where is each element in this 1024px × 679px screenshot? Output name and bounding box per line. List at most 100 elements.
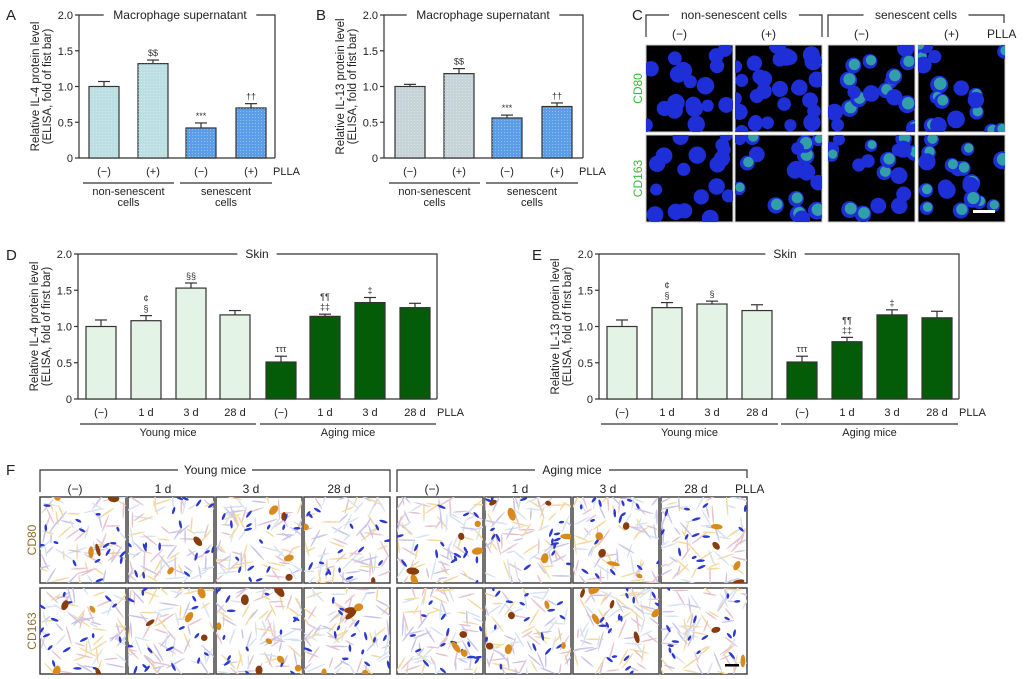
significance-mark: τττ	[797, 344, 808, 354]
y-tick-label: 2.0	[578, 249, 593, 261]
x-tick-label: (+)	[452, 166, 466, 178]
group-bracket	[827, 14, 1005, 37]
x-tick-label: 28 d	[926, 407, 947, 419]
micrograph-content	[735, 135, 822, 222]
group-label: Young mice	[661, 427, 718, 439]
micrograph-content	[661, 497, 747, 583]
significance-mark: ††	[246, 92, 256, 102]
column-label: (−)	[854, 27, 869, 41]
bar-texture	[89, 86, 119, 158]
chart-b: Macrophage supernatant 0 0.5 1.0 1.5 2.0 Relat…	[335, 8, 607, 209]
y-tick-label: 0.5	[58, 117, 73, 129]
bar	[354, 301, 386, 400]
column-suffix-label: PLLA	[987, 27, 1016, 41]
micrograph-tile	[734, 134, 823, 223]
micrograph-content	[918, 135, 1005, 219]
group-label: cells	[423, 197, 446, 209]
y-axis-label: (ELISA, fold of first bar)	[562, 267, 574, 387]
significance-mark: ***	[502, 103, 513, 113]
micrograph-tile	[917, 134, 1006, 223]
y-tick-label: 0	[67, 153, 73, 165]
micrograph-tile	[660, 496, 748, 584]
significance-mark: §	[709, 289, 714, 299]
image-group-label: non-senescent cells	[681, 8, 787, 22]
bar-texture	[186, 127, 216, 158]
micrograph-content	[646, 45, 733, 132]
significance-mark: ¶¶	[842, 315, 852, 325]
significance-mark: $$	[454, 57, 464, 67]
micrograph-tile	[827, 134, 916, 223]
micrograph-content	[573, 588, 659, 674]
x-tick-label: (−)	[500, 166, 514, 178]
column-label: (−)	[68, 482, 83, 496]
micrograph-content	[304, 497, 390, 583]
significance-mark: ‡	[889, 298, 894, 308]
bar-texture	[542, 106, 572, 158]
bar	[831, 341, 863, 400]
micrograph-content	[40, 497, 126, 583]
micrograph-tile	[917, 44, 1006, 133]
x-tick-label: 28 d	[746, 407, 767, 419]
micrograph-content	[735, 45, 822, 132]
significance-mark: ¢	[664, 281, 669, 291]
micrograph-content	[485, 497, 571, 583]
micrograph-tile	[127, 496, 215, 584]
significance-mark: ¢	[143, 294, 148, 304]
micrograph-tile	[660, 587, 748, 675]
micrograph-content	[646, 135, 733, 222]
x-tick-label: (−)	[274, 407, 288, 419]
group-label: Aging mice	[321, 427, 375, 439]
micrograph-content	[485, 588, 571, 674]
scale-bar	[725, 664, 739, 667]
chart-e: Skin 0 0.5 1.0 1.5 2.0 Relative IL-13 protein …	[550, 247, 987, 439]
micrograph-tile	[39, 496, 127, 584]
panel-label-a: A	[6, 7, 16, 24]
significance-mark: τττ	[276, 344, 287, 354]
x-tick-label: 3 d	[362, 407, 377, 419]
column-label: 28 d	[327, 482, 350, 496]
column-label: 3 d	[243, 482, 260, 496]
bar	[85, 325, 117, 400]
significance-mark: ††	[552, 91, 562, 101]
micrograph-tile	[645, 44, 734, 133]
x-suffix-label: PLLA	[959, 407, 987, 419]
y-tick-label: 0.5	[578, 358, 593, 370]
bar	[130, 320, 162, 400]
x-suffix-label: PLLA	[579, 166, 607, 178]
y-axis-label: Relative IL-4 protein level	[29, 262, 41, 392]
y-tick-label: 1.5	[58, 46, 73, 58]
column-suffix-label: PLLA	[735, 482, 764, 496]
chart-title: Macrophage supernatant	[113, 8, 247, 22]
y-tick-label: 1.0	[363, 82, 378, 94]
x-tick-label: (−)	[194, 166, 208, 178]
panel-label-c: C	[632, 7, 643, 24]
micrograph-tile	[484, 587, 572, 675]
column-label: (−)	[425, 482, 440, 496]
micrograph-tile	[303, 587, 391, 675]
y-tick-label: 1.0	[578, 322, 593, 334]
micrograph-tile	[215, 587, 303, 675]
y-tick-label: 0.5	[57, 358, 72, 370]
panel-label-e: E	[532, 247, 542, 264]
bar	[651, 307, 683, 400]
bar-texture	[444, 73, 474, 158]
significance-mark: $$	[148, 48, 158, 58]
x-tick-label: 1 d	[839, 407, 854, 419]
micrograph-tile	[827, 44, 916, 133]
x-tick-label: (+)	[550, 166, 564, 178]
y-axis-label: Relative IL-13 protein level	[335, 18, 347, 154]
bar-texture	[236, 107, 266, 158]
bar-texture	[395, 86, 425, 158]
y-tick-label: 0	[587, 394, 593, 406]
group-bracket	[39, 469, 391, 492]
bar	[606, 325, 638, 400]
micrograph-content	[828, 45, 915, 132]
image-group-label: senescent cells	[875, 8, 957, 22]
column-label: 3 d	[600, 482, 617, 496]
y-tick-label: 1.5	[57, 285, 72, 297]
column-label: (+)	[944, 27, 959, 41]
y-tick-label: 0.5	[363, 117, 378, 129]
chart-title: Macrophage supernatant	[416, 8, 550, 22]
x-tick-label: (−)	[403, 166, 417, 178]
chart-d: Skin 0 0.5 1.0 1.5 2.0 Relative IL-4 protein l…	[29, 247, 465, 439]
